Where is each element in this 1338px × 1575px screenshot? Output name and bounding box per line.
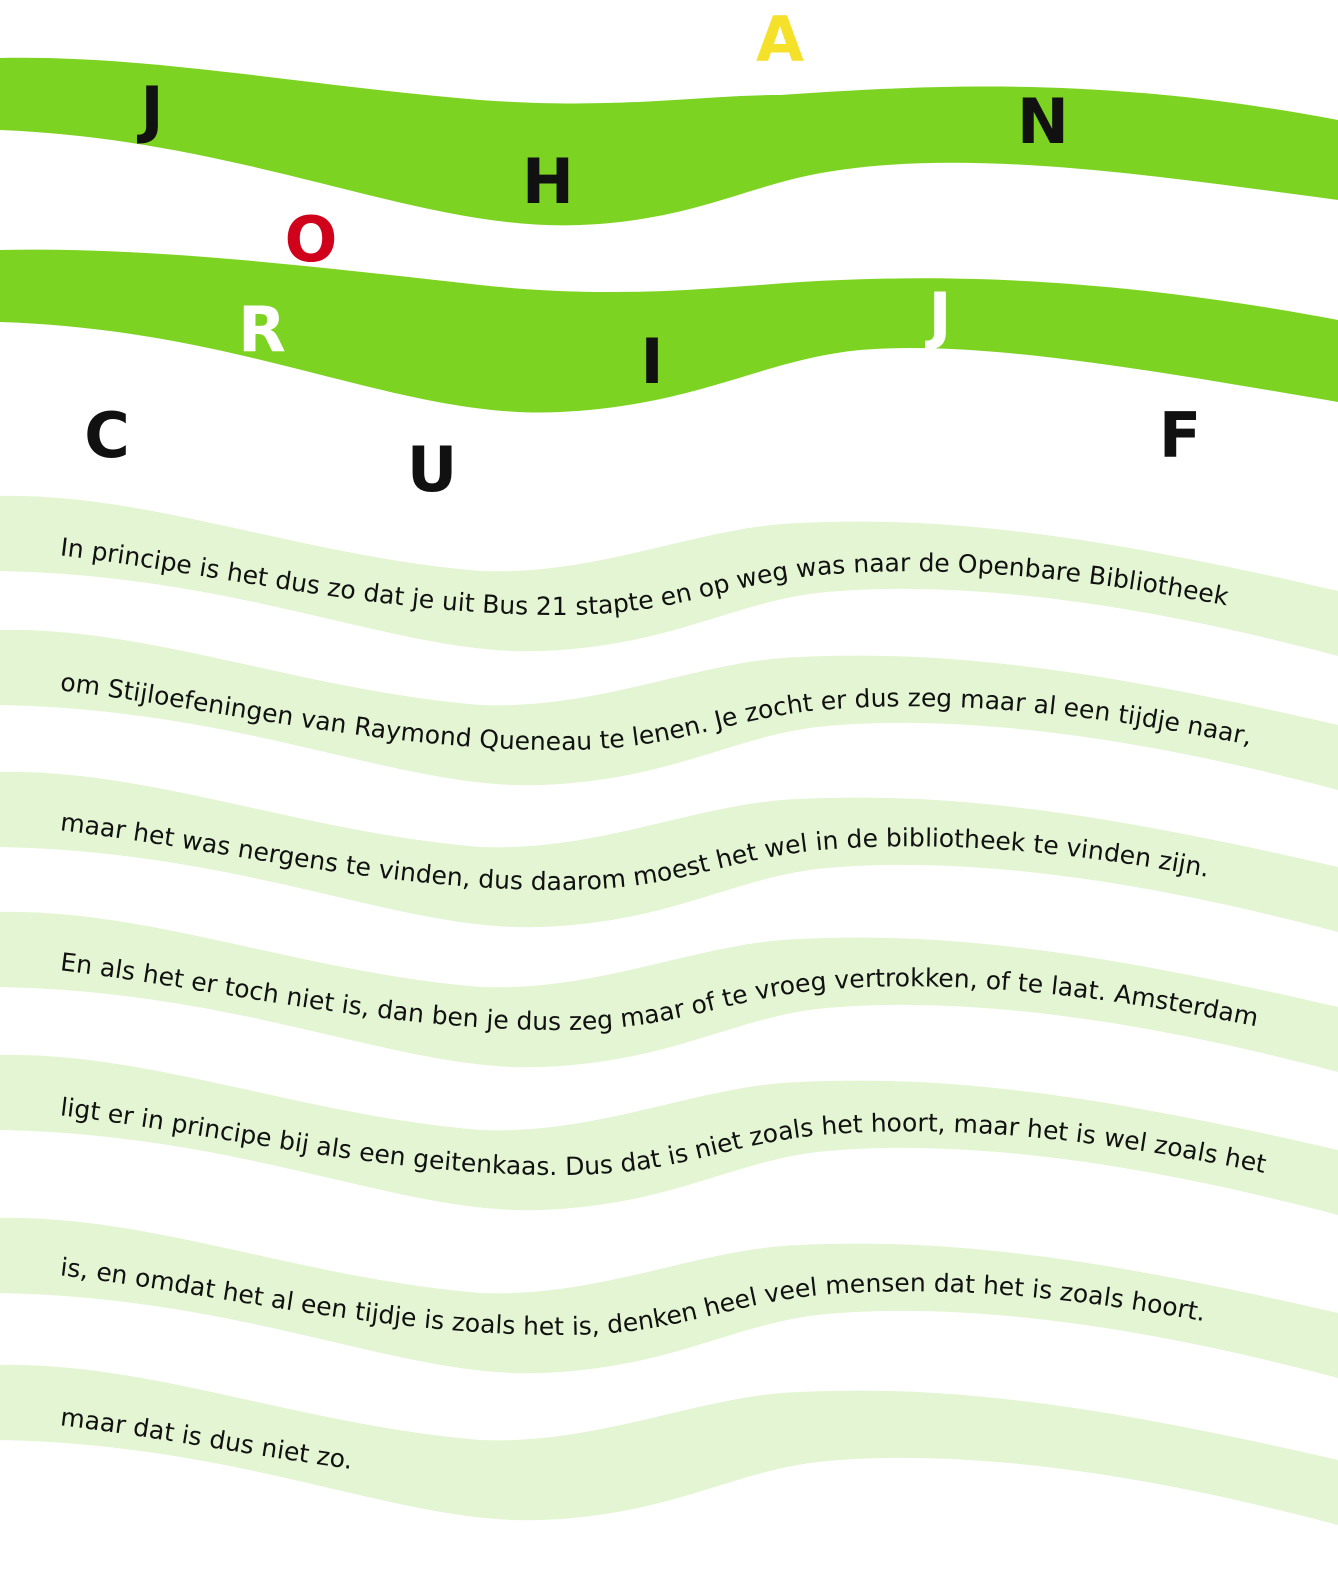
title-letter: J [928,279,952,352]
light-wave-band [0,1054,1338,1215]
light-wave-band [0,771,1338,932]
light-wave-band [0,629,1338,790]
title-letter: C [84,399,130,472]
green-wave-band [0,57,1338,226]
green-wave-band [0,249,1338,413]
title-letter: U [406,433,458,506]
title-letter: O [284,203,338,276]
light-wave-band [0,1217,1338,1378]
title-letter: F [1158,399,1202,472]
title-letter: R [238,293,286,366]
title-letter: J [140,73,164,146]
title-letter: A [756,3,804,76]
light-wave-band [0,911,1338,1072]
title-letter: H [522,145,574,218]
light-wave-band [0,495,1338,656]
title-letter: N [1017,85,1069,158]
title-letter: I [640,325,664,398]
light-wave-band [0,1364,1338,1525]
